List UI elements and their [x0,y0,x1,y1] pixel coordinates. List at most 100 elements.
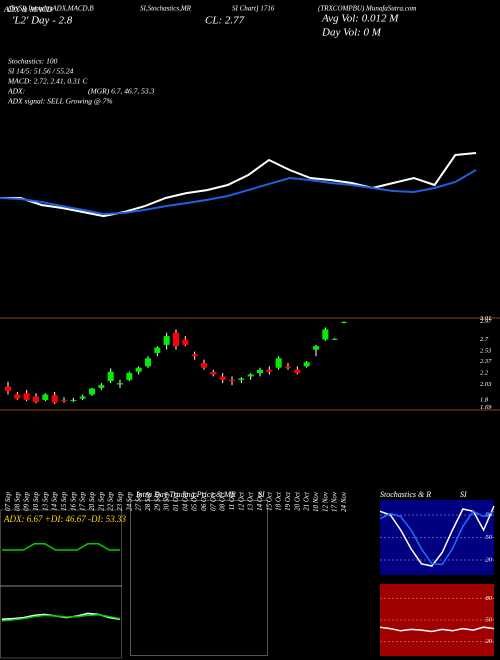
x-tick-label: 16 Sep [69,492,77,511]
x-tick-label: 12 Nov [321,491,329,512]
panel-title: SI [460,490,467,499]
candle-body [257,369,263,374]
x-tick-label: 15 Sep [60,492,68,511]
indicator-line [379,510,495,566]
candle-body [201,363,207,368]
candle-body [294,369,301,374]
x-tick-label: 08 Sep [13,492,21,511]
header-title: SI,Stochastics,MR [140,5,192,13]
y-tick-label: 1.8 [480,396,489,403]
x-tick-label: 06 Oct [200,491,208,511]
candle-body [23,393,30,400]
x-tick-label: 13 Oct [247,491,255,511]
candle-body [219,376,226,380]
y-tick-label: 50 [486,616,493,623]
panel-frame [0,509,122,659]
x-tick-label: 17 Nov [331,491,339,512]
panel-title: ADX & MACD [3,5,53,14]
panel-annotation: ADX: 6.67 +DI: 46.67 -DI: 53.33 [3,514,127,524]
x-tick-label: 20 Oct [293,491,301,511]
candle-body [210,371,217,375]
candle-body [285,366,291,368]
indicator-info: SI 14/5: 51.56 / 55.24 [8,67,74,76]
x-tick-label: 09 Sep [23,492,31,511]
candle-body [61,399,67,401]
x-tick-label: 14 Sep [51,492,59,511]
x-tick-label: 23 Sep [116,492,124,511]
y-tick-label: 2.53 [480,347,492,354]
y-tick-label: 20 [486,638,493,645]
indicator-line [2,543,120,551]
indicator-info: (MGR) 6.7, 46.7, 53.3 [88,87,154,96]
candle-body [5,386,11,392]
x-tick-label: 07 Oct [209,491,217,511]
y-tick-label: 2.7 [480,336,489,343]
indicator-line [379,626,495,633]
candle-body [135,367,142,372]
x-tick-label: 17 Sep [79,492,87,511]
candle-body [14,394,21,399]
x-tick-label: 29 Sep [153,492,161,511]
header-title: SI Chart] 1716 [232,5,275,13]
candle-body [229,379,235,382]
candle-body [191,354,198,357]
candle-body [238,378,245,380]
x-tick-label: 13 Sep [41,492,49,511]
candle-body [163,336,170,345]
y-tick-label: 2.2 [480,370,489,377]
header-title: (Tr-Sl) IntradayADX,MACD,B [8,5,94,13]
y-tick-label: 1.69 [480,404,492,411]
x-tick-label: 24 Nov [340,491,348,512]
x-tick-label: 05 Oct [191,491,199,511]
candle-body [117,383,123,385]
candle-body [322,329,329,340]
candle-body [70,399,77,401]
y-tick-label: 2.03 [480,381,492,388]
indicator-line [0,169,477,216]
y-tick-label: 2.37 [480,358,492,365]
candle-body [275,358,282,368]
x-tick-label: 21 Oct [303,491,311,511]
candle-body [341,322,347,324]
x-tick-label: 21 Sep [97,492,105,511]
x-tick-label: 30 Sep [163,492,171,512]
candle-body [126,373,133,380]
x-tick-label: 14 Oct [256,491,264,511]
x-tick-label: 10 Nov [312,491,320,512]
x-tick-label: 28 Sep [144,492,152,511]
indicator-info: ADX signal: SELL Growing @ 7% [7,97,113,106]
candle-body [145,358,151,367]
candle-body [247,374,254,377]
candle-body [154,347,161,353]
x-tick-label: 19 Oct [284,491,292,511]
candle-body [266,369,273,372]
day-volume: Day Vol: 0 M [321,27,382,39]
x-tick-label: 15 Oct [265,491,273,511]
day-range: 'L2' Day - 2.8 [12,15,73,27]
candle-body [182,339,189,345]
panel-title: SI [258,490,265,499]
candle-body [173,332,179,347]
panel-frame [130,500,268,656]
candle-body [303,362,310,367]
x-tick-label: 27 Sep [135,492,143,511]
candle-body [79,396,86,399]
y-tick-label: 80 [486,511,493,518]
candle-body [89,388,95,395]
x-tick-label: 12 Oct [237,491,245,511]
close-price: CL: 2.77 [205,15,245,27]
candle-body [313,346,319,350]
x-tick-label: 20 Sep [88,492,96,511]
candle-body [98,385,105,388]
indicator-info: Stochastics: 100 [8,57,58,66]
candle-body [331,338,338,340]
panel-title: Stochastics & R [380,490,431,499]
indicator-info: ADX: [7,87,25,96]
candle-body [33,396,39,402]
x-tick-label: 04 Oct [181,491,189,511]
x-tick-label: 18 Oct [275,491,283,511]
indicator-line [1,613,121,622]
avg-volume: Avg Vol: 0.012 M [321,13,399,25]
x-tick-label: 07 Sep [4,492,12,511]
